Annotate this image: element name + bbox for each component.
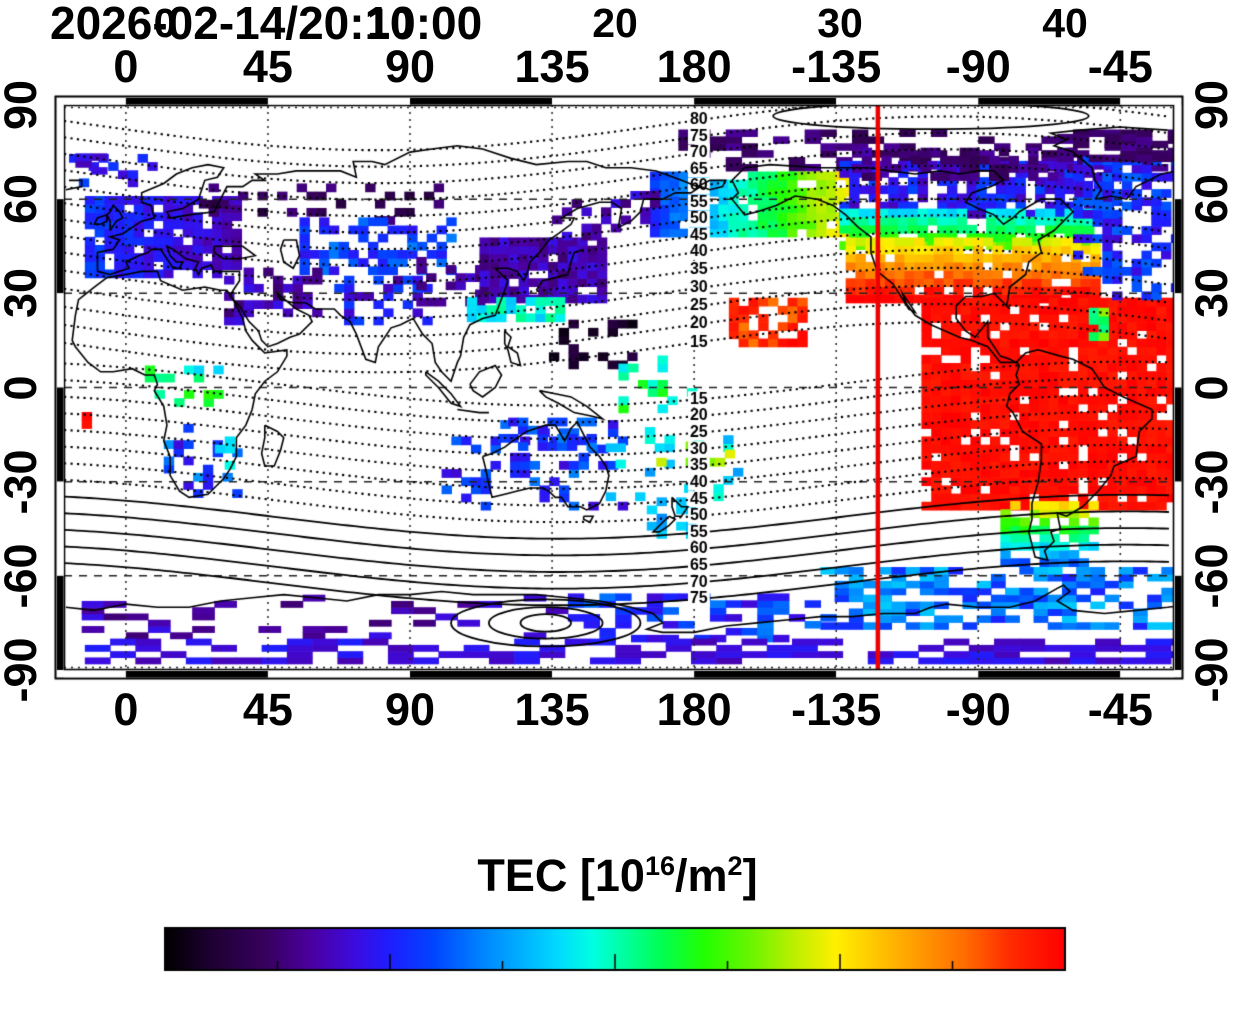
axis-label: -90 <box>1186 637 1235 703</box>
axis-label: 90 <box>1186 79 1235 131</box>
axis-label: 30 <box>0 268 46 319</box>
colorbar-title-text2: /m <box>675 850 728 901</box>
axis-label: 90 <box>0 79 46 131</box>
axis-label: -90 <box>945 41 1011 92</box>
axis-label: -45 <box>1087 41 1153 92</box>
timestamp-title: 2026-02-14/20:10:00 <box>50 0 483 49</box>
axis-label: 30 <box>1186 268 1235 319</box>
axis-label: -135 <box>791 684 882 735</box>
axis-label: 90 <box>384 684 436 735</box>
axis-label: -30 <box>0 449 46 515</box>
axis-label: 135 <box>514 684 590 735</box>
axis-label: 0 <box>153 0 177 46</box>
axis-label: -135 <box>791 41 882 92</box>
axis-label: 60 <box>1186 174 1235 225</box>
axis-label: 0 <box>1186 374 1235 401</box>
axis-label: 0 <box>113 41 139 92</box>
colorbar-title-text3: ] <box>742 850 758 901</box>
axis-label: 45 <box>242 684 293 735</box>
axis-label: 0 <box>113 684 139 735</box>
axis-label: 45 <box>242 41 293 92</box>
axis-label: 30 <box>817 0 863 46</box>
axis-label: 10 <box>367 0 413 46</box>
axis-label: 180 <box>656 684 732 735</box>
axis-label: 40 <box>1042 0 1088 46</box>
axis-label: 20 <box>592 0 638 46</box>
colorbar-title-sup1: 16 <box>644 851 676 881</box>
axis-label: 90 <box>384 41 436 92</box>
colorbar-title-text: TEC [10 <box>477 850 645 901</box>
axis-label: -45 <box>1087 684 1153 735</box>
axis-label: -90 <box>0 637 46 703</box>
colorbar-title-sup2: 2 <box>727 851 743 881</box>
axis-label: 135 <box>514 41 590 92</box>
axis-label: 60 <box>0 174 46 225</box>
axis-label: 180 <box>656 41 732 92</box>
axis-label: 0 <box>0 374 46 401</box>
axis-label: -60 <box>1186 543 1235 609</box>
colorbar-title: TEC [1016/m2] <box>0 850 1235 902</box>
axis-label: -30 <box>1186 449 1235 515</box>
axis-label: -90 <box>945 684 1011 735</box>
axis-label: -60 <box>0 543 46 609</box>
